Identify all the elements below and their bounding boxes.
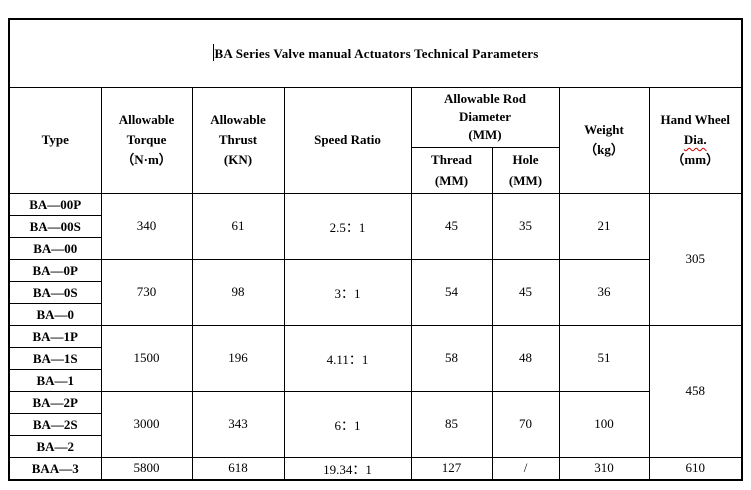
torque-value-cell: 730 bbox=[100, 258, 193, 326]
type-cell: BA—1S bbox=[8, 346, 102, 370]
weight-value-cell: 100 bbox=[558, 390, 650, 458]
thrust-value-cell: 98 bbox=[191, 258, 285, 326]
speed-ratio-value-cell: 3：1 bbox=[283, 258, 412, 326]
type-cell: BA—00P bbox=[8, 192, 102, 216]
type-cell: BA—2S bbox=[8, 412, 102, 436]
table-title-cell: BA Series Valve manual Actuators Technic… bbox=[8, 18, 743, 88]
col-header-hand-wheel: Hand Wheel Dia. （mm） bbox=[648, 86, 743, 194]
table-row: BA—0S bbox=[8, 280, 742, 304]
torque-value-cell: 1500 bbox=[100, 324, 193, 392]
hole-value-cell: 45 bbox=[491, 258, 560, 326]
type-cell: BA—0 bbox=[8, 302, 102, 326]
hole-value-cell: 48 bbox=[491, 324, 560, 392]
subheader-row: Thread (MM) Hole (MM) bbox=[9, 146, 742, 194]
torque-value-cell: 340 bbox=[100, 192, 193, 260]
thrust-value-cell: 61 bbox=[191, 192, 285, 260]
col-header-type: Type bbox=[8, 86, 102, 194]
torque-value-cell: 5800 bbox=[100, 456, 193, 480]
thrust-value-cell: 343 bbox=[191, 390, 285, 458]
col-header-weight: Weight （kg） bbox=[558, 86, 650, 194]
type-cell: BA—0S bbox=[8, 280, 102, 304]
weight-value-cell: 36 bbox=[558, 258, 650, 326]
weight-value-cell: 310 bbox=[558, 456, 650, 480]
type-cell: BA—2 bbox=[8, 434, 102, 458]
col-header-thrust: Allowable Thrust (KN) bbox=[191, 86, 285, 194]
type-cell: BAA—3 bbox=[8, 456, 102, 480]
thrust-value-cell: 618 bbox=[191, 456, 285, 480]
header-row: Type Allowable Torque （N·m） Allowable Th… bbox=[8, 86, 743, 194]
speed-ratio-value-cell: 6：1 bbox=[283, 390, 412, 458]
table-row: BAA—3 5800 618 19.34：1 127 / 310 610 bbox=[8, 456, 743, 480]
thread-value-cell: 127 bbox=[410, 456, 493, 480]
parameters-table: BA Series Valve manual Actuators Technic… bbox=[8, 18, 744, 481]
thread-value-cell: 85 bbox=[410, 390, 493, 458]
col-header-rod-diameter: Allowable Rod Diameter (MM) bbox=[410, 86, 560, 148]
col-header-thread: Thread (MM) bbox=[410, 146, 493, 194]
weight-value-cell: 51 bbox=[558, 324, 650, 392]
hand-wheel-value-cell: 610 bbox=[648, 456, 743, 480]
hand-wheel-value-cell: 305 bbox=[648, 192, 743, 326]
table-row: BA—2 bbox=[8, 434, 742, 458]
text-cursor bbox=[212, 44, 214, 62]
speed-ratio-value-cell: 19.34：1 bbox=[283, 456, 412, 480]
spellcheck-underlined-word: Dia. bbox=[683, 132, 707, 147]
type-cell: BA—0P bbox=[8, 258, 102, 282]
hole-value-cell: 35 bbox=[491, 192, 560, 260]
col-header-hole: Hole (MM) bbox=[491, 146, 560, 194]
hole-value-cell: 70 bbox=[491, 390, 560, 458]
col-header-torque: Allowable Torque （N·m） bbox=[100, 86, 193, 194]
col-header-speed-ratio: Speed Ratio bbox=[283, 86, 412, 194]
weight-value-cell: 21 bbox=[558, 192, 650, 260]
table-row: BA—1P 1500 196 4.11：1 58 48 51 458 bbox=[8, 324, 743, 458]
type-cell: BA—00 bbox=[8, 236, 102, 260]
speed-ratio-value-cell: 2.5：1 bbox=[283, 192, 412, 260]
hole-value-cell: / bbox=[491, 456, 560, 480]
torque-value-cell: 3000 bbox=[100, 390, 193, 458]
type-cell: BA—1 bbox=[8, 368, 102, 392]
type-cell: BA—1P bbox=[8, 324, 102, 348]
title-row: BA Series Valve manual Actuators Technic… bbox=[8, 18, 743, 88]
table-row: BA—2S bbox=[8, 412, 742, 436]
hand-wheel-value-cell: 458 bbox=[648, 324, 743, 458]
thread-value-cell: 54 bbox=[410, 258, 493, 326]
thrust-value-cell: 196 bbox=[191, 324, 285, 392]
table-row: BA—0P 730 98 3：1 54 45 36 bbox=[8, 258, 742, 326]
type-cell: BA—00S bbox=[8, 214, 102, 238]
table-row: BA—00P 340 61 2.5：1 45 35 21 305 bbox=[8, 192, 743, 326]
type-cell: BA—2P bbox=[8, 390, 102, 414]
table-row: BA—00 bbox=[8, 236, 742, 260]
table-row: BA—2P 3000 343 6：1 85 70 100 bbox=[8, 390, 742, 458]
speed-ratio-value-cell: 4.11：1 bbox=[283, 324, 412, 392]
thread-value-cell: 45 bbox=[410, 192, 493, 260]
page-title: BA Series Valve manual Actuators Technic… bbox=[214, 46, 539, 62]
thread-value-cell: 58 bbox=[410, 324, 493, 392]
